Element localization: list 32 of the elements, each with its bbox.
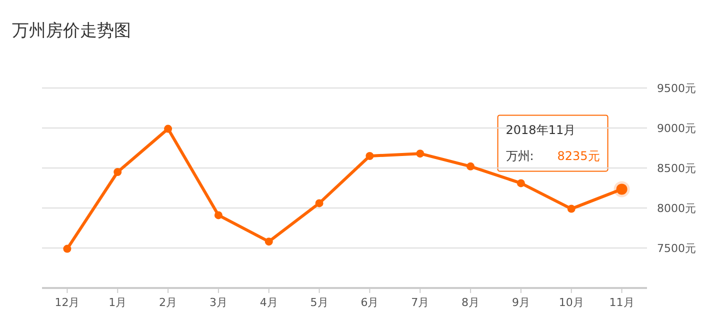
y-tick-label: 8500元 [657, 162, 696, 175]
point [114, 168, 122, 176]
point [416, 150, 424, 158]
x-tick-label: 3月 [209, 296, 228, 309]
x-tick-label: 5月 [310, 296, 328, 309]
x-tick-label: 6月 [360, 296, 379, 309]
point [264, 238, 273, 246]
point [567, 204, 576, 213]
data-label: 8235元 [557, 149, 600, 164]
x-tick-label: 1月 [108, 296, 127, 309]
y-tick-label: 9500元 [657, 82, 696, 95]
point [63, 244, 72, 253]
point [164, 124, 172, 133]
x-tick-label: 10月 [558, 296, 584, 309]
point [214, 211, 222, 220]
x-tick-label: 7月 [411, 296, 430, 309]
x-tick-label: 8月 [462, 296, 480, 309]
x-tick-label: 2月 [159, 296, 178, 309]
x-tick-label: 12月 [54, 296, 80, 309]
chart-title: 万州房价走势图 [12, 21, 131, 41]
annotation: 2018年11月 [506, 123, 576, 138]
point [516, 179, 525, 188]
y-tick-label: 7500元 [657, 242, 696, 255]
x-tick-label: 9月 [512, 296, 530, 309]
series-label: 万州: [506, 149, 534, 164]
point [315, 199, 324, 208]
point [366, 152, 374, 160]
x-tick-label: 11月 [609, 296, 634, 309]
y-tick-label: 9000元 [657, 122, 696, 135]
y-tick-label: 8000元 [657, 202, 696, 215]
point [466, 162, 475, 170]
x-tick-label: 4月 [260, 296, 278, 309]
